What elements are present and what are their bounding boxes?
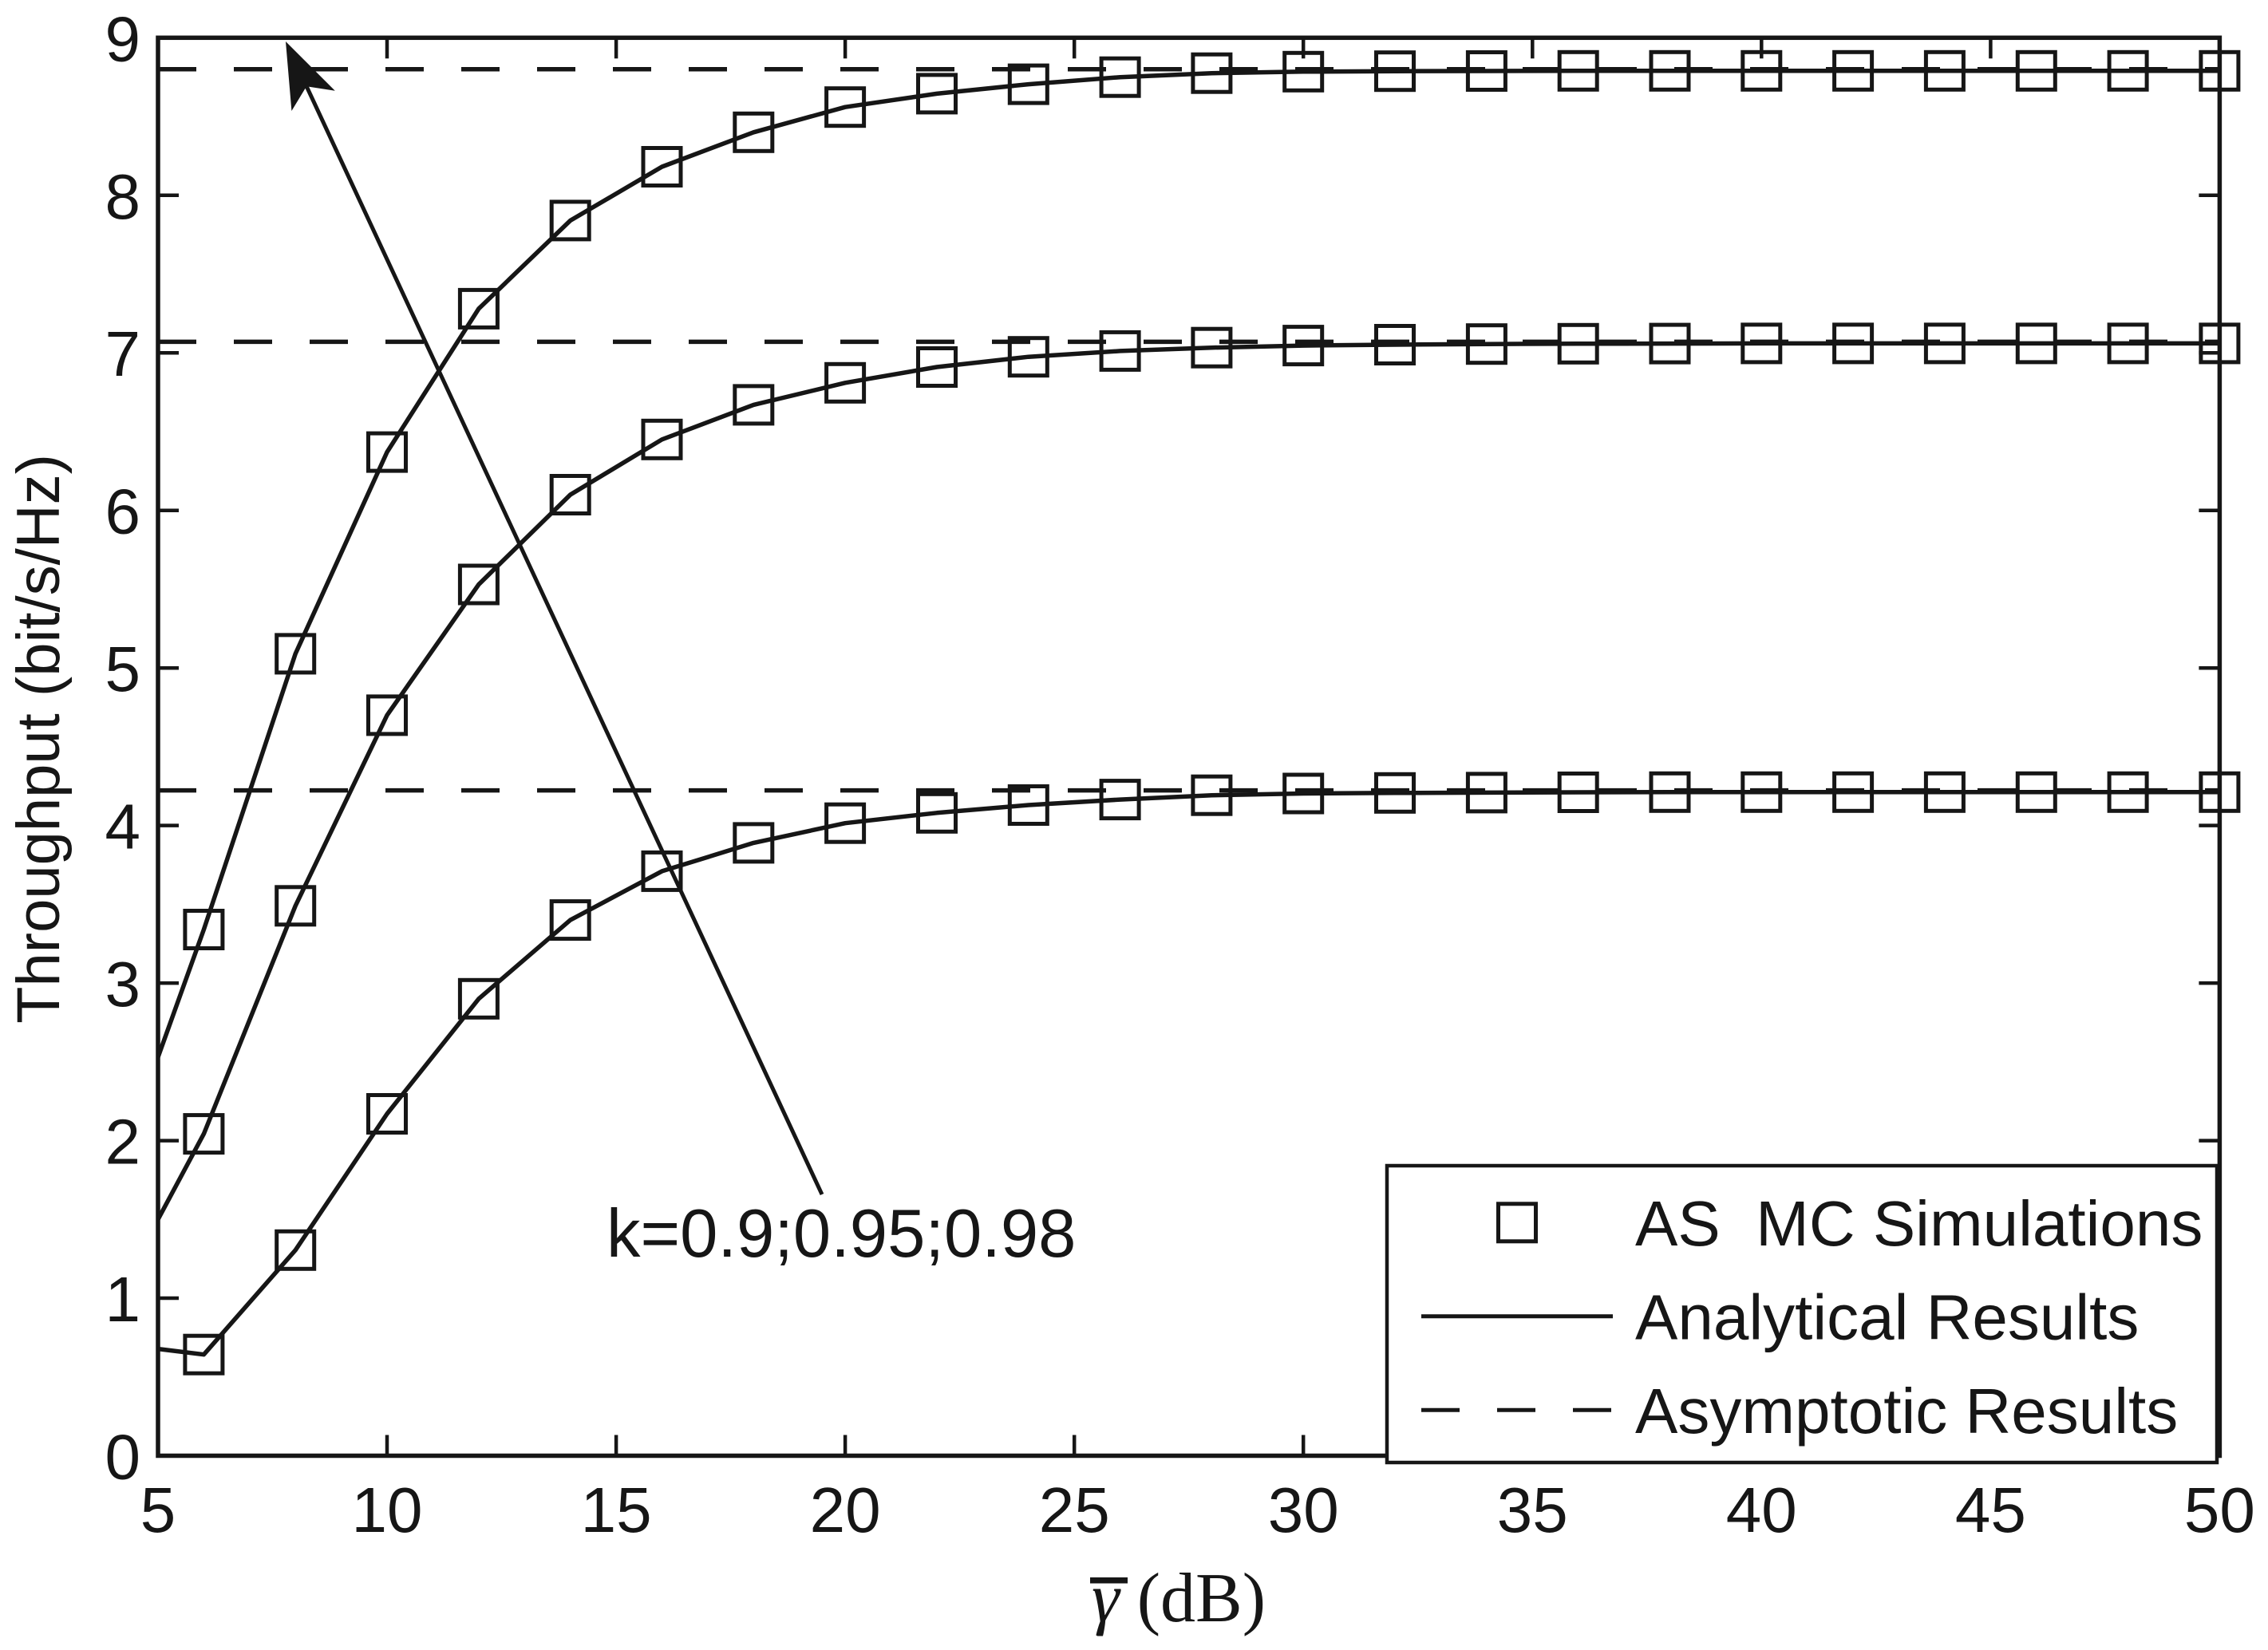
svg-text:3: 3 (105, 949, 141, 1020)
svg-text:k=0.9;0.95;0.98: k=0.9;0.95;0.98 (607, 1196, 1076, 1272)
svg-text:8: 8 (105, 161, 141, 232)
svg-text:Analytical Results: Analytical Results (1635, 1282, 2139, 1353)
svg-text:γ (dB): γ (dB) (1092, 1560, 1266, 1637)
svg-text:4: 4 (105, 791, 141, 862)
svg-text:5: 5 (140, 1474, 176, 1545)
svg-text:15: 15 (581, 1474, 652, 1545)
svg-text:20: 20 (810, 1474, 881, 1545)
svg-text:5: 5 (105, 634, 141, 705)
svg-text:AS MC Simulations: AS MC Simulations (1635, 1188, 2203, 1259)
svg-text:45: 45 (1955, 1474, 2026, 1545)
svg-text:9: 9 (105, 3, 141, 74)
svg-text:1: 1 (105, 1264, 141, 1335)
svg-text:Asymptotic Results: Asymptotic Results (1635, 1376, 2178, 1447)
svg-text:40: 40 (1726, 1474, 1797, 1545)
svg-text:25: 25 (1039, 1474, 1110, 1545)
svg-text:35: 35 (1497, 1474, 1568, 1545)
svg-text:2: 2 (105, 1107, 141, 1178)
svg-text:6: 6 (105, 476, 141, 547)
svg-text:7: 7 (105, 318, 141, 389)
svg-text:0: 0 (105, 1422, 141, 1493)
svg-text:Throughput (bit/s/Hz): Throughput (bit/s/Hz) (5, 454, 73, 1024)
svg-text:50: 50 (2184, 1474, 2255, 1545)
svg-text:10: 10 (352, 1474, 423, 1545)
svg-text:30: 30 (1268, 1474, 1339, 1545)
